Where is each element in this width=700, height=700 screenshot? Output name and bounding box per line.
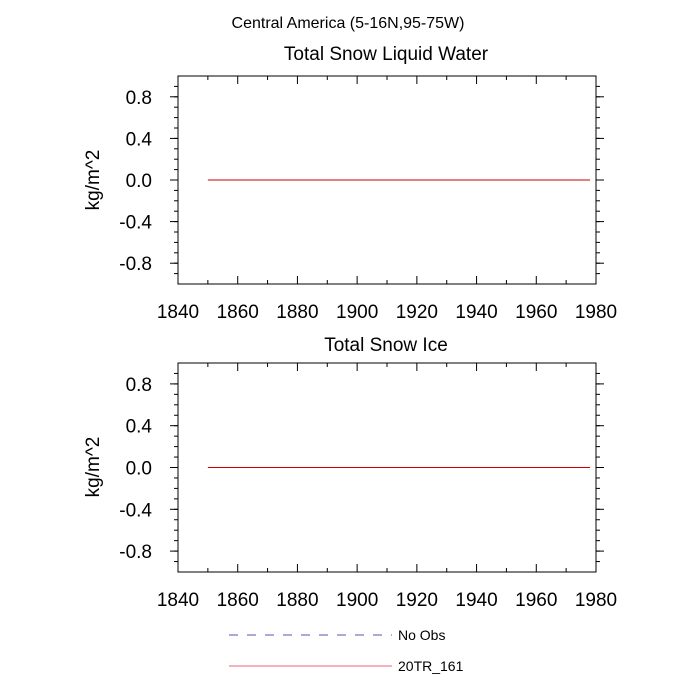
x-tick-label-top-1960: 1960 [515,302,557,323]
legend-label-20tr-161: 20TR_161 [398,658,464,674]
x-tick-label-bottom-1840: 1840 [157,590,199,611]
ticks-top [170,76,604,284]
x-tick-label-top-1920: 1920 [396,302,438,323]
y-tick-label-bottom-0-4: 0.4 [126,417,153,438]
x-tick-label-top-1840: 1840 [157,302,199,323]
y-tick-label-bottom-0-8: 0.8 [126,375,152,396]
y-axis-label-bottom: kg/m^2 [83,437,104,498]
x-tick-label-bottom-1960: 1960 [515,590,557,611]
y-tick-labels-top: 0.8 0.4 0.0 -0.4 -0.8 [119,88,152,275]
x-tick-labels-top: 1840 1860 1880 1900 1920 1940 1960 1980 [157,302,617,323]
x-tick-label-bottom-1920: 1920 [396,590,438,611]
x-tick-label-top-1980: 1980 [575,302,617,323]
x-tick-label-top-1900: 1900 [336,302,378,323]
y-tick-label-bottom--0-8: -0.8 [119,542,152,563]
x-tick-label-top-1940: 1940 [455,302,497,323]
x-tick-label-bottom-1860: 1860 [217,590,259,611]
y-tick-labels-bottom: 0.8 0.4 0.0 -0.4 -0.8 [119,375,152,563]
y-tick-label-bottom--0-4: -0.4 [119,500,152,521]
panel-title-bottom: Total Snow Ice [324,335,448,356]
legend-item-20tr-161: 20TR_161 [229,658,464,674]
ticks-bottom [170,363,604,572]
y-tick-label-top--0-4: -0.4 [119,213,152,234]
x-tick-labels-bottom: 1840 1860 1880 1900 1920 1940 1960 1980 [157,590,617,611]
x-tick-label-bottom-1900: 1900 [336,590,378,611]
x-tick-label-top-1880: 1880 [276,302,318,323]
y-tick-label-top--0-8: -0.8 [119,254,152,275]
x-tick-label-top-1860: 1860 [217,302,259,323]
legend-item-no-obs: No Obs [229,627,445,643]
x-tick-label-bottom-1940: 1940 [455,590,497,611]
figure-suptitle: Central America (5-16N,95-75W) [232,15,465,32]
legend: No Obs 20TR_161 [229,627,464,674]
legend-label-no-obs: No Obs [398,627,445,643]
y-tick-label-top-0-8: 0.8 [126,88,152,109]
y-tick-label-bottom-0-0: 0.0 [126,459,152,480]
x-tick-label-bottom-1880: 1880 [276,590,318,611]
panel-top: Total Snow Liquid Water 1840 1860 1880 1900… [83,44,617,323]
y-tick-label-top-0-0: 0.0 [126,171,152,192]
y-tick-label-top-0-4: 0.4 [126,129,153,150]
x-tick-label-bottom-1980: 1980 [575,590,617,611]
panel-bottom: Total Snow Ice 1840 1860 1880 1900 1920 1940 1… [83,335,617,611]
y-axis-label-top: kg/m^2 [83,150,104,211]
panel-title-top: Total Snow Liquid Water [284,44,489,65]
